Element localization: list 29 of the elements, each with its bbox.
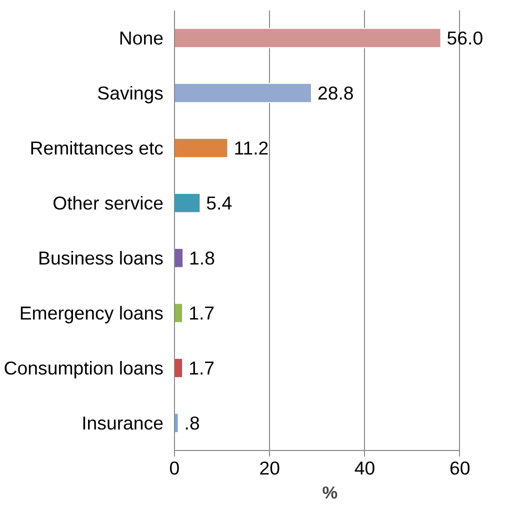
x-tick-label: 0 — [169, 458, 180, 478]
y-tick-label: Remittances etc — [30, 138, 164, 158]
y-tick-label: Other service — [52, 192, 164, 214]
y-tick-label: Emergency loans — [19, 302, 164, 324]
data-label: 28.8 — [317, 82, 354, 104]
bar — [174, 82, 312, 104]
data-label: 56.0 — [446, 28, 484, 48]
bar — [174, 412, 179, 434]
bar — [174, 28, 442, 48]
data-label: 1.7 — [188, 358, 215, 378]
x-tick-label: 60 — [449, 458, 470, 478]
bar — [174, 358, 184, 378]
bar — [174, 192, 201, 214]
data-label: 1.7 — [188, 302, 215, 324]
data-label: 5.4 — [206, 192, 232, 214]
y-tick-label: Consumption loans — [4, 358, 164, 378]
data-label: .8 — [184, 412, 200, 434]
y-tick-label: None — [118, 28, 164, 48]
bar — [174, 138, 228, 158]
data-label: 11.2 — [234, 138, 269, 158]
x-tick-label: 40 — [354, 458, 376, 478]
x-axis-title: % — [322, 482, 338, 502]
bar — [174, 248, 184, 268]
bar — [174, 302, 184, 324]
y-tick-label: Business loans — [38, 248, 164, 268]
x-tick-label: 20 — [259, 458, 280, 478]
y-tick-label: Savings — [97, 82, 164, 104]
y-tick-label: Insurance — [82, 412, 164, 434]
data-label: 1.8 — [189, 248, 215, 268]
